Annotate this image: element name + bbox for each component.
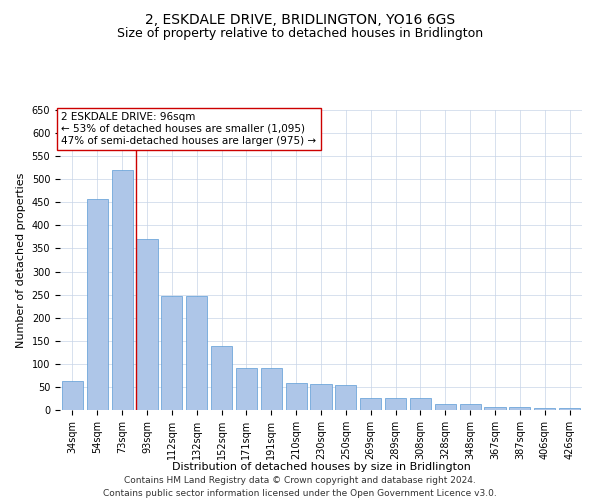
Bar (62, 382, 83, 410)
Bar (559, 408, 580, 410)
Bar (534, 408, 555, 410)
Bar (310, 384, 332, 410)
Bar (435, 404, 456, 410)
Bar (161, 296, 182, 410)
Bar (385, 398, 406, 410)
Bar (112, 170, 133, 410)
Bar (335, 384, 356, 410)
Bar (360, 398, 381, 410)
Text: Distribution of detached houses by size in Bridlington: Distribution of detached houses by size … (172, 462, 470, 472)
Bar (211, 346, 232, 410)
Bar (236, 368, 257, 410)
Text: 2 ESKDALE DRIVE: 96sqm
← 53% of detached houses are smaller (1,095)
47% of semi-: 2 ESKDALE DRIVE: 96sqm ← 53% of detached… (61, 112, 316, 146)
Bar (136, 239, 158, 410)
Text: 2, ESKDALE DRIVE, BRIDLINGTON, YO16 6GS: 2, ESKDALE DRIVE, BRIDLINGTON, YO16 6GS (145, 12, 455, 26)
Bar (286, 383, 307, 410)
Text: Contains HM Land Registry data © Crown copyright and database right 2024.
Contai: Contains HM Land Registry data © Crown c… (103, 476, 497, 498)
Bar (509, 407, 530, 410)
Y-axis label: Number of detached properties: Number of detached properties (16, 172, 26, 348)
Text: Size of property relative to detached houses in Bridlington: Size of property relative to detached ho… (117, 28, 483, 40)
Bar (261, 368, 282, 410)
Bar (186, 296, 207, 410)
Bar (87, 198, 108, 410)
Bar (410, 398, 431, 410)
Bar (484, 407, 506, 410)
Bar (460, 404, 481, 410)
